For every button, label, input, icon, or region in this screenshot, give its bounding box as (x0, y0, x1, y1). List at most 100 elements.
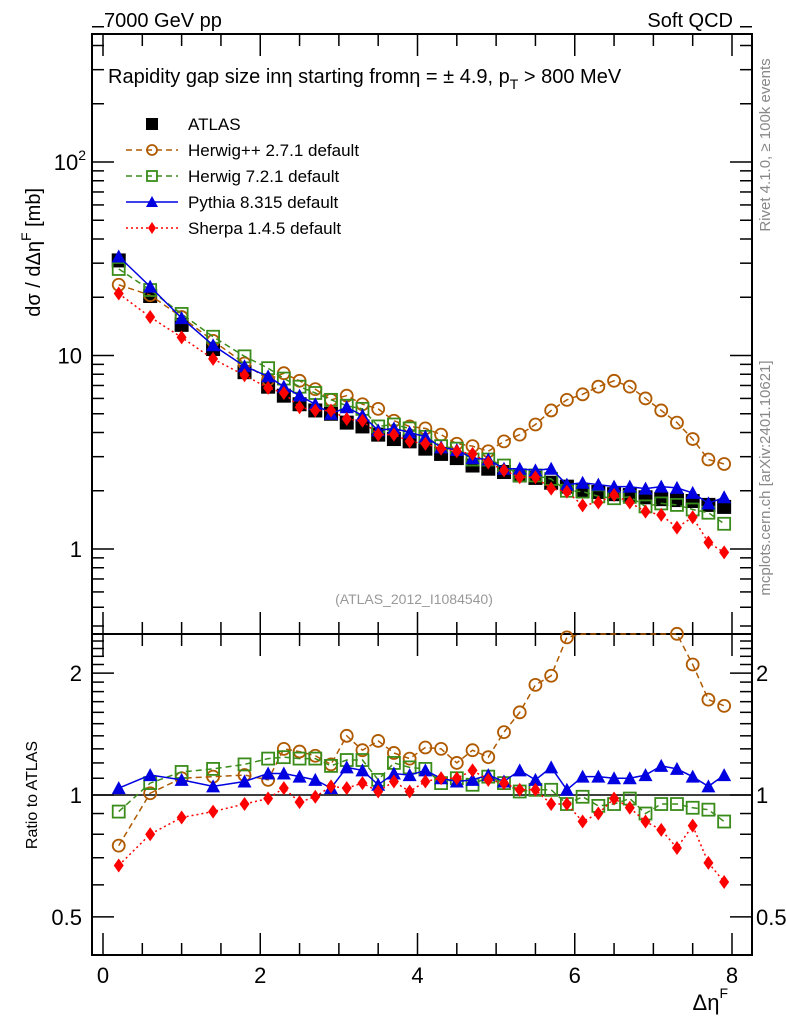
marker-triangle-filled (339, 760, 354, 774)
marker-circle-open (111, 838, 126, 853)
marker-triangle-filled (607, 771, 622, 785)
marker-square-open (575, 789, 590, 804)
series-herwig-7-2-1-default (111, 750, 732, 829)
mcplots-source-label: mcplots.cern.ch [arXiv:2401.10621] (757, 360, 774, 595)
marker-diamond-filled (719, 874, 730, 889)
plot-title-main: Rapidity gap size inη starting fromη = ±… (108, 66, 510, 88)
marker-diamond-filled (357, 776, 368, 791)
marker-square-open (701, 802, 716, 817)
series-sherpa-1-4-5-default (113, 286, 730, 560)
marker-triangle-filled (143, 768, 158, 782)
marker-diamond-filled (341, 411, 352, 426)
legend-item: ATLAS (146, 115, 241, 134)
marker-triangle-filled (654, 479, 669, 493)
tick-labels: 0 2 4 6 8 1 10 102 0.5 0.5 1 1 2 2 (51, 147, 786, 988)
plot-title: Rapidity gap size inη starting fromη = ±… (108, 66, 622, 92)
marker-circle-open (654, 403, 669, 418)
marker-diamond-filled (208, 804, 219, 819)
marker-diamond-filled (561, 484, 572, 499)
analysis-id-watermark: (ATLAS_2012_I1084540) (335, 591, 493, 607)
marker-triangle-filled (717, 768, 732, 782)
marker-triangle-filled (402, 425, 417, 439)
marker-circle-open (371, 401, 386, 416)
marker-square-open (292, 751, 307, 766)
series-line (118, 633, 725, 846)
x-axis-label-text: Δη (693, 990, 720, 1015)
y-tick-label-ratio-right: 0.5 (756, 905, 786, 930)
legend-label: Herwig++ 2.7.1 default (188, 141, 359, 160)
marker-diamond-filled (145, 310, 156, 325)
marker-circle-open (528, 417, 543, 432)
marker-triangle-filled (607, 479, 622, 493)
marker-diamond-filled (703, 855, 714, 870)
marker-square-open (111, 804, 126, 819)
marker-circle-open (544, 668, 559, 683)
marker-diamond-filled (483, 772, 494, 787)
marker-triangle-filled (276, 766, 291, 780)
marker-circle-open (355, 743, 370, 758)
marker-diamond-filled (113, 286, 124, 301)
marker-diamond-filled (420, 436, 431, 451)
y-tick-label-main: 1 (70, 537, 82, 562)
marker-triangle-filled (638, 768, 653, 782)
marker-circle-open (528, 678, 543, 692)
y-tick-label-ratio: 1 (70, 783, 82, 808)
marker-triangle-filled (174, 772, 189, 786)
x-tick-label: 2 (254, 963, 266, 988)
series-pythia-8-315-default (111, 758, 732, 796)
marker-diamond-filled (263, 380, 274, 395)
marker-diamond-filled (467, 763, 478, 778)
marker-triangle-filled (669, 761, 684, 775)
marker-circle-open (622, 379, 637, 394)
marker-circle-open (512, 705, 527, 720)
y-tick-label-ratio-right: 1 (756, 783, 768, 808)
marker-triangle-filled (544, 760, 559, 774)
x-tick-label: 4 (411, 963, 423, 988)
marker-square-open (237, 757, 252, 772)
marker-diamond-filled (310, 403, 321, 418)
marker-diamond-filled (326, 403, 337, 418)
marker-triangle-filled (111, 249, 126, 263)
marker-circle-open (449, 756, 464, 770)
marker-triangle-filled (622, 771, 637, 785)
marker-triangle-filled (418, 429, 433, 443)
marker-triangle-filled (292, 388, 307, 402)
marker-diamond-filled (373, 427, 384, 442)
marker-triangle-filled (669, 480, 684, 494)
plot-title-tail: > 800 MeV (518, 66, 622, 88)
marker-circle-open (481, 750, 496, 765)
marker-triangle-filled (701, 496, 716, 510)
marker-triangle-filled (143, 279, 158, 293)
series-herwig-2-7-1-default (111, 626, 732, 853)
marker-diamond-filled (176, 330, 187, 345)
marker-diamond-filled (341, 781, 352, 796)
marker-diamond-filled (498, 463, 509, 478)
marker-triangle-filled (512, 763, 527, 777)
marker-triangle-filled (591, 477, 606, 491)
series-pythia-8-315-default (111, 249, 732, 510)
marker-circle-open (607, 373, 621, 388)
series-herwig-7-2-1-default (111, 262, 732, 531)
marker-square-filled (654, 492, 669, 507)
marker-diamond-filled (388, 774, 399, 789)
marker-triangle-filled (402, 768, 417, 782)
marker-triangle-filled (717, 490, 732, 504)
marker-square-open (685, 800, 700, 815)
marker-triangle-filled (685, 485, 700, 499)
marker-diamond-filled (514, 782, 525, 797)
legend-item: Herwig++ 2.7.1 default (126, 141, 359, 160)
marker-diamond-filled (514, 470, 525, 485)
y-tick-label-ratio-right: 2 (756, 661, 768, 686)
marker-diamond-filled (656, 822, 667, 837)
marker-diamond-filled (609, 791, 620, 806)
marker-diamond-filled (294, 795, 305, 810)
marker-triangle-filled (355, 763, 370, 777)
marker-triangle-filled (701, 779, 716, 793)
marker-circle-open (418, 740, 433, 755)
marker-circle-open (387, 746, 401, 760)
marker-circle-open (402, 751, 417, 766)
marker-diamond-filled (404, 784, 415, 799)
marker-diamond-filled (640, 814, 651, 829)
marker-circle-open (670, 626, 684, 641)
